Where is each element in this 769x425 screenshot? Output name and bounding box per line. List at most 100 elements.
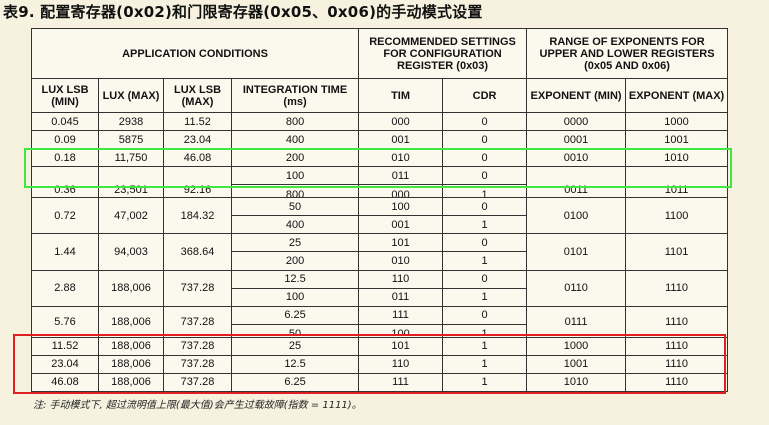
cell-exponent-min: 0101: [526, 233, 627, 271]
header-exponent-range: RANGE OF EXPONENTS FOR UPPER AND LOWER R…: [526, 28, 729, 79]
cell-exponent-min: 0100: [526, 197, 627, 235]
cell-exponent-min: 0000: [526, 111, 627, 132]
table-row: 0.18 11,750 46.08 200 010 0 0010 1010: [31, 148, 729, 168]
cell-tim: 100: [358, 197, 444, 217]
cell-exponent-max: 1011: [625, 166, 729, 199]
cell-lux-lsb-min: 1.44: [31, 233, 99, 271]
header-application-conditions: APPLICATION CONDITIONS: [30, 28, 360, 79]
cell-cdr: 1: [442, 372, 528, 393]
cell-integration-time: 800: [230, 111, 360, 132]
cell-lux-lsb-min: 2.88: [31, 269, 99, 307]
page-title: 表9. 配置寄存器(0x02)和门限寄存器(0x05、0x06)的手动模式设置: [3, 3, 483, 21]
table-row: 0.09 5875 23.04 400 001 0 0001 1001: [31, 130, 729, 150]
cell-integration-time: 12.5: [230, 269, 360, 289]
cell-lux-lsb-min: 0.09: [31, 130, 99, 150]
cell-exponent-min: 0110: [526, 269, 627, 307]
cell-integration-time-text: 50: [288, 328, 302, 337]
cell-integration-time: 400: [230, 130, 360, 150]
cell-lux-max: 188,006: [98, 269, 164, 307]
cell-lux-max: 188,006: [98, 354, 164, 374]
header-tim: TIM: [358, 78, 444, 113]
cell-tim: 101: [358, 233, 444, 253]
cell-cdr: 0: [442, 130, 528, 150]
cell-integration-time: 200: [230, 251, 360, 271]
table-row: 11.52 188,006 737.28 25 101 1 1000 1110: [31, 336, 729, 356]
cell-exponent-max: 1000: [625, 111, 729, 132]
cell-lux-max: 94,003: [98, 233, 164, 271]
cell-integration-time: 6.25: [230, 372, 360, 393]
cell-integration-time: 25: [230, 233, 360, 253]
table-row: 1.44 94,003 368.64 25 101 0 0101 1101: [31, 233, 729, 271]
cell-lux-max: 188,006: [98, 336, 164, 356]
cell-cdr: 1: [442, 215, 528, 235]
header-lux-lsb-max: LUX LSB (MAX): [163, 78, 232, 113]
cell-lux-lsb-min: 46.08: [31, 372, 99, 393]
cell-integration-time: 50: [230, 197, 360, 217]
header-exponent-max: EXPONENT (MAX): [625, 78, 729, 113]
cell-lux-max: 47,002: [98, 197, 164, 235]
table-row: 2.88 188,006 737.28 12.5 110 0 0110 1110: [31, 269, 729, 307]
cell-tim-text: 000: [391, 188, 410, 197]
cell-tim: 011: [358, 287, 444, 307]
highlight-box-green: [24, 148, 732, 188]
cell-lux-max: 188,006: [98, 305, 164, 338]
cell-integration-time-text: 800: [285, 188, 305, 197]
cell-tim-text: 100: [391, 328, 410, 337]
cell-integration-time: 400: [230, 215, 360, 235]
cell-cdr: 0: [442, 197, 528, 217]
cell-lux-lsb-max: 184.32: [163, 197, 232, 235]
table-row: 200 010 1: [32, 251, 728, 271]
cell-lux-lsb-max: 368.64: [163, 233, 232, 271]
cell-lux-lsb-max: 737.28: [163, 305, 232, 338]
cell-exponent-max: 1110: [625, 269, 729, 307]
cell-cdr: 0: [442, 269, 528, 289]
table-row: 46.08 188,006 737.28 6.25 111 1 1010 111…: [31, 372, 729, 393]
cell-integration-time: 12.5: [230, 354, 360, 374]
cell-lux-lsb-min: 5.76: [31, 305, 99, 338]
cell-exponent-max: 1100: [625, 197, 729, 235]
cell-lux-max: 2938: [98, 111, 164, 132]
header-lux-lsb-min: LUX LSB (MIN): [31, 78, 99, 113]
cell-exponent-max: 1001: [625, 130, 729, 150]
cell-cdr: 0: [442, 305, 528, 325]
table-row: 5.76 188,006 737.28 6.25 111 0 0111 1110: [31, 305, 729, 338]
cell-lux-lsb-max: 23.04: [163, 130, 232, 150]
cell-cdr: 1: [442, 287, 528, 307]
cell-exponent-max: 1110: [625, 305, 729, 338]
cell-integration-time: 100: [230, 287, 360, 307]
cell-cdr-text: 1: [481, 328, 488, 337]
cell-lux-max: 5875: [98, 130, 164, 150]
highlight-box-red: [13, 334, 726, 394]
cell-exponent-min: 1001: [526, 354, 627, 374]
table-row: 0.045 2938 11.52 800 000 0 0000 1000: [31, 111, 729, 132]
cell-exponent-min: 0111: [526, 305, 627, 338]
cell-lux-lsb-min: 0.045: [31, 111, 99, 132]
header-lux-max: LUX (MAX): [98, 78, 164, 113]
cell-integration-time: 6.25: [230, 305, 360, 325]
cell-exponent-max: 1101: [625, 233, 729, 271]
cell-exponent-min: 1010: [526, 372, 627, 393]
cell-tim: 110: [358, 269, 444, 289]
cell-cdr-text: 1: [481, 188, 488, 197]
table-row: 400 001 1: [32, 215, 728, 235]
header-integration-time: INTEGRATION TIME (ms): [230, 78, 360, 113]
cell-lux-lsb-max: 11.52: [163, 111, 232, 132]
cell-exponent-max: 1110: [625, 372, 729, 393]
cell-tim: 111: [358, 305, 444, 325]
cell-tim: 111: [358, 372, 444, 393]
cell-cdr: 0: [442, 233, 528, 253]
header-exponent-min: EXPONENT (MIN): [526, 78, 627, 113]
table-row: 0.72 47,002 184.32 50 100 0 0100 1100: [31, 197, 729, 235]
cell-lux-lsb-min: 0.72: [31, 197, 99, 235]
cell-exponent-max: 1110: [625, 354, 729, 374]
cell-cdr: 0: [442, 111, 528, 132]
cell-tim: 001: [358, 215, 444, 235]
cell-lux-lsb-min: 0.36: [31, 166, 99, 199]
cell-cdr: 1: [442, 251, 528, 271]
cell-tim: 001: [358, 130, 444, 150]
cell-exponent-min: 0001: [526, 130, 627, 150]
footnote: 注: 手动模式下, 超过流明值上限(最大值)会产生过载故障(指数 = 1111)…: [33, 400, 362, 411]
cell-lux-lsb-max: 737.28: [163, 336, 232, 356]
cell-lux-lsb-min: 23.04: [31, 354, 99, 374]
cell-lux-lsb-max: 737.28: [163, 269, 232, 307]
